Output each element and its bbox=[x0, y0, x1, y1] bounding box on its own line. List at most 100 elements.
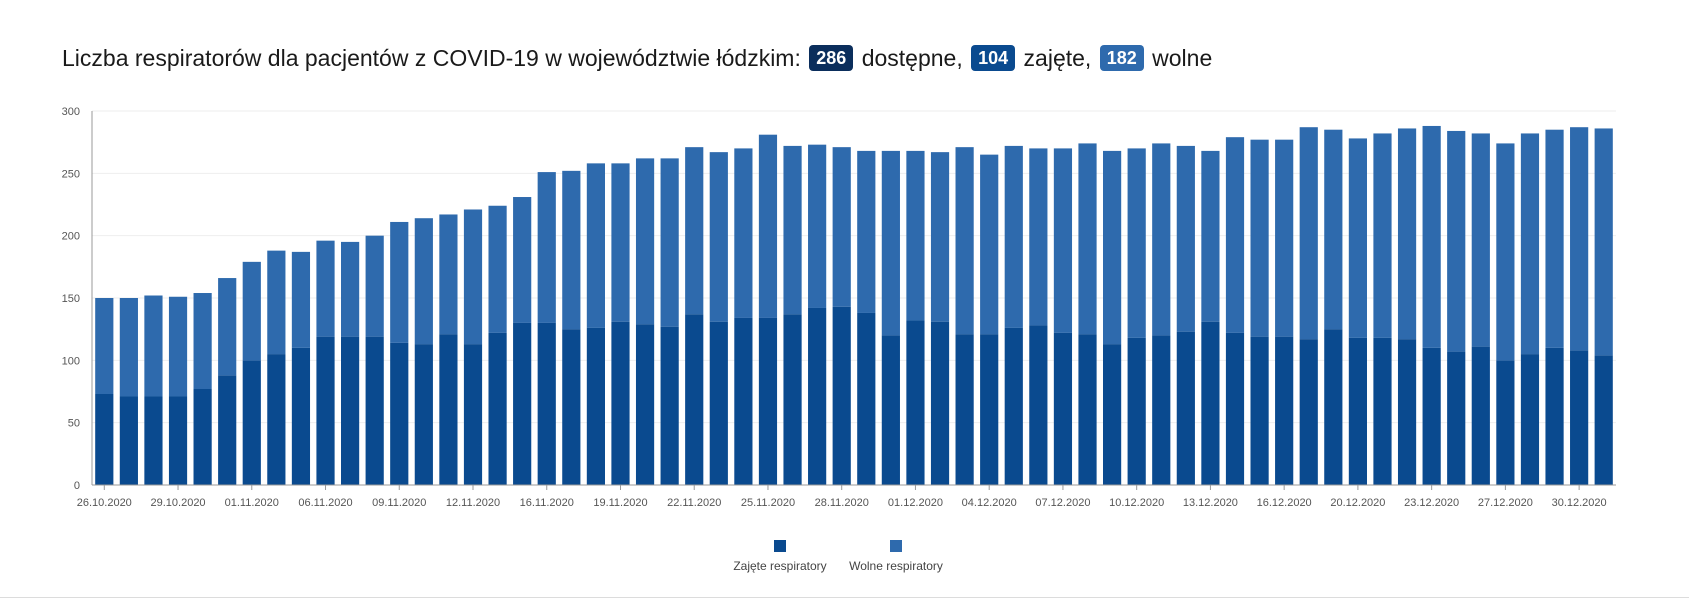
bar-free bbox=[488, 205, 507, 333]
bar-occupied bbox=[513, 322, 532, 485]
bar-occupied bbox=[1422, 347, 1441, 485]
y-tick-label: 250 bbox=[62, 168, 80, 180]
bar-occupied bbox=[586, 327, 605, 485]
bar-free bbox=[1004, 145, 1023, 328]
bar-free bbox=[611, 163, 630, 322]
bar-occupied bbox=[291, 347, 311, 485]
free-badge: 182 bbox=[1099, 45, 1144, 71]
bar-free bbox=[1201, 150, 1220, 322]
bar-free bbox=[390, 221, 409, 343]
y-tick-label: 300 bbox=[62, 106, 80, 118]
bar-free bbox=[955, 147, 974, 335]
x-tick-label: 01.12.2020 bbox=[888, 497, 943, 509]
legend: Zajęte respiratory Wolne respiratory bbox=[733, 540, 943, 573]
bar-occupied bbox=[1225, 332, 1245, 485]
bar-free bbox=[537, 172, 556, 323]
bar-free bbox=[1299, 127, 1318, 340]
bar-free bbox=[1225, 137, 1245, 333]
x-tick-label: 07.12.2020 bbox=[1035, 497, 1090, 509]
bar-free bbox=[341, 241, 360, 337]
bars bbox=[95, 125, 1613, 485]
bar-free bbox=[1103, 150, 1122, 345]
bar-free bbox=[783, 145, 802, 315]
x-tick-label: 12.11.2020 bbox=[446, 497, 500, 509]
bar-occupied bbox=[1250, 336, 1269, 485]
bar-occupied bbox=[1127, 337, 1146, 485]
bar-occupied bbox=[537, 322, 556, 485]
bar-free bbox=[463, 209, 483, 345]
bar-occupied bbox=[119, 396, 138, 485]
bar-occupied bbox=[1520, 354, 1540, 485]
bar-free bbox=[734, 148, 753, 318]
bar-occupied bbox=[808, 307, 827, 485]
bar-occupied bbox=[881, 335, 900, 485]
title-prefix: Liczba respiratorów dla pacjentów z COVI… bbox=[62, 45, 801, 71]
legend-label: Wolne respiratory bbox=[849, 559, 943, 573]
x-tick-label: 04.12.2020 bbox=[962, 497, 1017, 509]
bar-occupied bbox=[1053, 332, 1073, 485]
bar-occupied bbox=[1373, 337, 1392, 485]
bar-free bbox=[808, 144, 827, 308]
bar-free bbox=[586, 163, 605, 328]
bar-free bbox=[881, 150, 900, 336]
bar-free bbox=[144, 295, 163, 397]
bar-occupied bbox=[1078, 334, 1097, 485]
bar-free bbox=[1176, 145, 1195, 332]
bar-occupied bbox=[660, 326, 679, 485]
total-badge: 286 bbox=[809, 45, 854, 71]
x-tick-label: 28.11.2020 bbox=[815, 497, 869, 509]
bar-occupied bbox=[439, 334, 458, 485]
x-tick-label: 25.11.2020 bbox=[741, 497, 795, 509]
bar-occupied bbox=[1545, 347, 1564, 485]
bar-occupied bbox=[95, 393, 114, 485]
bar-free bbox=[267, 250, 286, 355]
bar-occupied bbox=[144, 396, 163, 485]
bar-free bbox=[709, 152, 728, 322]
bar-occupied bbox=[930, 321, 950, 485]
bar-occupied bbox=[1176, 331, 1195, 485]
bar-free bbox=[1250, 139, 1269, 337]
bar-free bbox=[1545, 129, 1564, 348]
bar-free bbox=[906, 150, 925, 321]
legend-swatch bbox=[774, 540, 786, 552]
bar-occupied bbox=[758, 317, 778, 485]
bar-occupied bbox=[1570, 350, 1589, 485]
bar-occupied bbox=[390, 342, 409, 485]
x-tick-label: 09.11.2020 bbox=[372, 497, 426, 509]
bar-occupied bbox=[1471, 346, 1490, 485]
bar-free bbox=[1520, 133, 1540, 355]
occupied-badge: 104 bbox=[971, 45, 1016, 71]
chart-title: Liczba respiratorów dla pacjentów z COVI… bbox=[62, 42, 1212, 74]
y-tick-label: 0 bbox=[74, 480, 80, 492]
bar-free bbox=[1348, 138, 1367, 338]
bar-occupied bbox=[1397, 339, 1417, 485]
bar-occupied bbox=[734, 317, 753, 485]
y-tick-label: 100 bbox=[62, 355, 80, 367]
bar-occupied bbox=[168, 396, 188, 485]
x-tick-label: 22.11.2020 bbox=[667, 497, 721, 509]
x-tick-label: 13.12.2020 bbox=[1183, 497, 1238, 509]
x-tick-label: 23.12.2020 bbox=[1404, 497, 1459, 509]
x-tick-label: 29.10.2020 bbox=[151, 497, 206, 509]
bar-occupied bbox=[218, 375, 237, 485]
bar-free bbox=[316, 240, 335, 337]
x-tick-label: 30.12.2020 bbox=[1552, 497, 1607, 509]
bar-free bbox=[1373, 133, 1392, 338]
bar-occupied bbox=[1324, 329, 1343, 485]
bottom-divider bbox=[0, 597, 1689, 598]
bar-free bbox=[1275, 139, 1294, 337]
bar-occupied bbox=[1201, 321, 1220, 485]
bar-occupied bbox=[955, 334, 974, 485]
bar-occupied bbox=[611, 321, 630, 485]
bar-occupied bbox=[709, 321, 728, 485]
bar-free bbox=[193, 293, 212, 390]
bar-occupied bbox=[857, 312, 876, 485]
axes: 0 50 100 150 200 250 300 26.10.2020 29.10.2020 01… bbox=[62, 106, 1616, 509]
bar-free bbox=[685, 147, 704, 315]
bar-free bbox=[1422, 125, 1441, 348]
bar-occupied bbox=[1594, 355, 1613, 485]
bar-occupied bbox=[980, 334, 999, 485]
bar-free bbox=[562, 170, 581, 330]
bar-occupied bbox=[1447, 351, 1466, 485]
